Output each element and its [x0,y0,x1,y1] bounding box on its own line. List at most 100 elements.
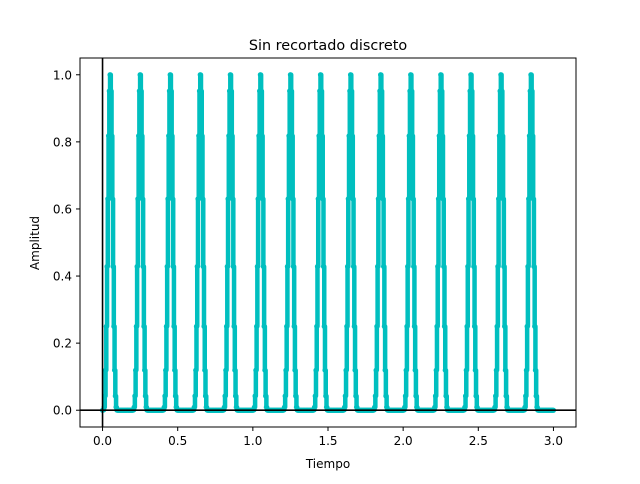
data-point [493,367,499,373]
data-point [172,367,178,373]
data-point [222,393,228,399]
data-point [198,88,204,94]
data-point [350,263,357,270]
data-point [353,393,359,399]
y-tick-label: 0.4 [53,270,72,284]
data-point [462,404,468,410]
data-point [412,367,418,373]
data-point [200,263,206,270]
data-point [284,323,290,329]
data-point [259,133,265,139]
data-point [523,393,529,399]
data-point [350,196,356,202]
data-point [405,263,411,270]
x-tick-label: 1.5 [318,434,337,448]
data-point [432,404,438,410]
y-tick-label: 0.2 [53,337,72,351]
data-point [462,393,469,399]
data-point [165,196,171,202]
data-point [502,367,508,373]
data-point [435,263,441,270]
data-point [133,323,139,329]
data-point [501,263,507,270]
data-point [195,196,201,202]
data-point [495,263,501,270]
data-point [311,404,318,410]
data-point [260,196,266,202]
data-point [133,367,139,373]
data-point [499,133,505,139]
data-point [473,393,479,399]
data-point [320,196,326,202]
data-point [411,323,418,329]
data-point [494,323,500,329]
data-point [495,196,502,202]
data-point [443,393,449,399]
data-point [344,263,351,270]
data-point [524,323,530,329]
data-point [103,323,109,329]
data-point [433,367,439,373]
data-point [138,88,144,94]
data-point [409,133,415,139]
data-point [281,404,288,410]
data-point [405,196,412,202]
data-point [163,367,169,373]
data-point [315,196,321,202]
data-point [375,196,381,202]
data-point [471,323,478,329]
data-point [348,88,354,94]
data-point [229,196,236,202]
data-point [140,263,146,270]
data-point [261,323,267,329]
data-point [108,133,115,139]
data-point [442,367,448,373]
data-point [404,323,410,329]
data-point [260,263,266,270]
data-point [142,393,148,399]
data-point [288,88,294,94]
data-point [108,88,114,94]
data-point [254,263,260,270]
data-point [380,196,386,202]
data-point [410,196,416,202]
data-point [258,88,264,94]
data-point [323,393,329,399]
data-point [284,263,291,270]
data-point [132,393,138,399]
data-point [438,88,445,94]
data-point [252,393,258,399]
data-point [291,323,297,329]
data-point [110,263,116,270]
data-point [170,263,176,270]
data-point [111,367,118,373]
data-point [262,367,268,373]
data-point [381,263,387,270]
data-point [379,133,385,139]
data-point [312,393,318,399]
data-point [257,72,263,78]
data-point [104,263,110,270]
data-point [169,196,176,202]
data-point [503,393,509,399]
data-point [441,263,447,270]
data-point [225,196,231,202]
chart-title: Sin recortado discreto [249,38,408,54]
x-tick-label: 0.5 [168,434,187,448]
data-point [202,393,209,399]
data-point [318,88,324,94]
data-point [228,88,234,94]
data-point [319,133,325,139]
data-point [463,367,469,373]
data-point [290,263,297,270]
x-tick-label: 3.0 [544,434,563,448]
data-point [528,72,534,78]
data-point [471,263,477,270]
data-point [347,72,354,78]
data-point [522,404,528,410]
data-point [472,367,478,373]
data-point [163,323,170,329]
data-point [131,404,137,410]
data-point [434,323,440,329]
